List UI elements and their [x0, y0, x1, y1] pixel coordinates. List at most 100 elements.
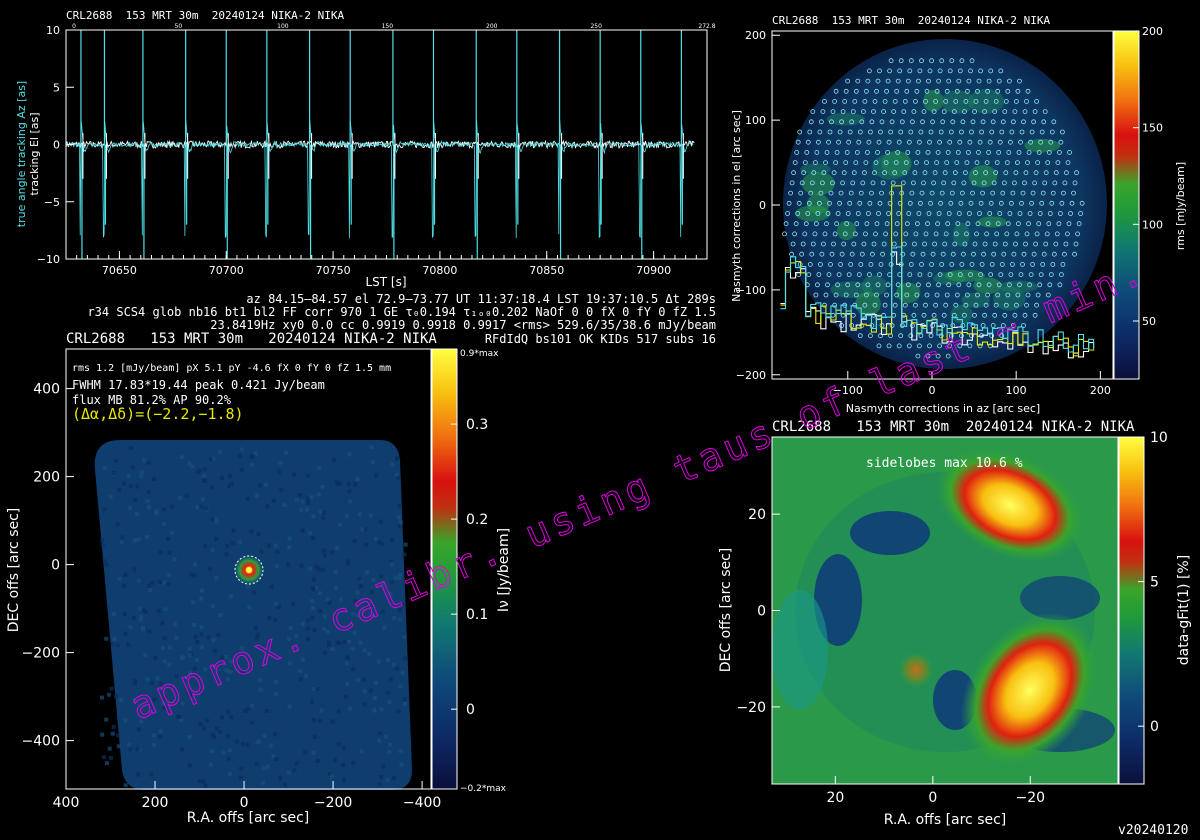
detector-marker: [933, 99, 938, 104]
map-noise-pixel: [353, 599, 358, 604]
detector-marker: [1017, 78, 1022, 84]
map-noise-pixel: [116, 733, 121, 738]
detector-marker: [874, 88, 879, 94]
detector-marker: [864, 88, 869, 94]
tracking-top-tick-label: 250: [590, 23, 602, 30]
map-noise-pixel: [351, 667, 355, 672]
map-noise-pixel: [128, 506, 133, 511]
map-noise-pixel: [312, 577, 317, 582]
map-noise-pixel: [321, 548, 326, 553]
map-noise-pixel: [362, 689, 367, 694]
map-noise-pixel: [277, 469, 282, 474]
map-noise-pixel: [300, 622, 305, 626]
detector-marker: [786, 200, 792, 206]
map-noise-pixel: [299, 563, 304, 568]
detector-marker: [992, 109, 998, 114]
detector-marker: [904, 88, 910, 94]
detector-marker: [945, 353, 951, 359]
detector-marker: [912, 241, 917, 247]
detector-marker: [849, 119, 855, 125]
detector-marker: [1000, 323, 1006, 328]
detector-marker: [969, 129, 974, 135]
map-noise-pixel: [146, 490, 151, 495]
detector-marker: [1035, 160, 1040, 166]
detector-marker: [888, 129, 893, 135]
detector-marker: [890, 180, 896, 186]
detector-marker: [955, 149, 961, 155]
map-noise-pixel: [122, 481, 127, 486]
map-noise-pixel: [138, 617, 143, 622]
detector-marker: [1009, 129, 1015, 135]
detector-marker: [902, 99, 908, 104]
nasmyth-rms-blob: [826, 112, 865, 126]
detector-marker: [852, 231, 858, 237]
detector-marker: [941, 180, 947, 186]
map-noise-pixel: [330, 647, 335, 652]
map-noise-pixel: [166, 537, 171, 541]
map-noise-pixel: [377, 782, 382, 787]
detector-marker: [806, 200, 812, 206]
detector-marker: [973, 99, 979, 104]
map-noise-pixel: [195, 640, 200, 645]
detector-marker: [966, 78, 972, 84]
map-noise-pixel: [379, 775, 384, 780]
detector-marker: [944, 292, 950, 298]
map-noise-pixel: [330, 719, 335, 724]
detector-marker: [1025, 160, 1030, 166]
version-label: v20240120: [1118, 823, 1189, 838]
detector-marker: [833, 88, 839, 94]
map-noise-pixel: [368, 688, 373, 693]
tracking-ytick-label: 0: [53, 139, 60, 152]
detector-marker: [959, 58, 965, 64]
map-noise-pixel: [102, 507, 107, 512]
detector-marker: [937, 343, 942, 349]
detector-marker: [1058, 139, 1064, 145]
detector-marker: [1012, 180, 1017, 186]
nasmyth-rms-blob: [801, 171, 835, 196]
detector-marker: [968, 272, 973, 278]
detector-marker: [894, 88, 900, 94]
map-noise-pixel: [220, 655, 225, 660]
detector-marker: [822, 302, 827, 308]
detector-marker: [854, 221, 860, 227]
detector-marker: [1021, 251, 1027, 257]
map-noise-pixel: [123, 631, 128, 636]
detector-marker: [1073, 241, 1079, 247]
detector-marker: [993, 170, 999, 176]
detector-marker: [1051, 251, 1057, 257]
map-noise-pixel: [174, 674, 179, 679]
map-noise-pixel: [211, 456, 216, 461]
detector-marker: [905, 78, 911, 84]
detector-marker: [829, 251, 835, 257]
detector-marker: [1025, 88, 1031, 94]
detector-marker: [878, 333, 883, 339]
map-noise-pixel: [174, 635, 179, 640]
detector-marker: [911, 180, 916, 186]
detector-marker: [914, 88, 920, 94]
detector-marker: [925, 149, 931, 155]
map-noise-pixel: [369, 589, 374, 594]
detector-marker: [903, 160, 909, 166]
detector-marker: [794, 149, 800, 155]
detector-marker: [872, 99, 878, 104]
detector-marker: [924, 292, 930, 298]
detector-marker: [938, 129, 944, 135]
detector-marker: [976, 282, 982, 288]
detector-marker: [988, 68, 994, 74]
detector-marker: [952, 241, 958, 247]
detector-marker: [855, 211, 861, 216]
detector-marker: [1027, 211, 1033, 216]
detector-marker: [1001, 251, 1007, 257]
detector-marker: [1031, 251, 1037, 257]
detector-marker: [865, 149, 870, 155]
map-noise-pixel: [382, 625, 387, 630]
detector-marker: [1013, 170, 1019, 176]
residual-dip-top: [850, 511, 930, 555]
map-noise-pixel: [150, 581, 155, 586]
detector-marker: [915, 149, 921, 155]
detector-marker: [908, 333, 914, 339]
map-noise-pixel: [274, 679, 279, 684]
map-noise-pixel: [200, 497, 205, 502]
detector-marker: [875, 149, 880, 155]
map-ytick-label: 200: [33, 470, 60, 486]
